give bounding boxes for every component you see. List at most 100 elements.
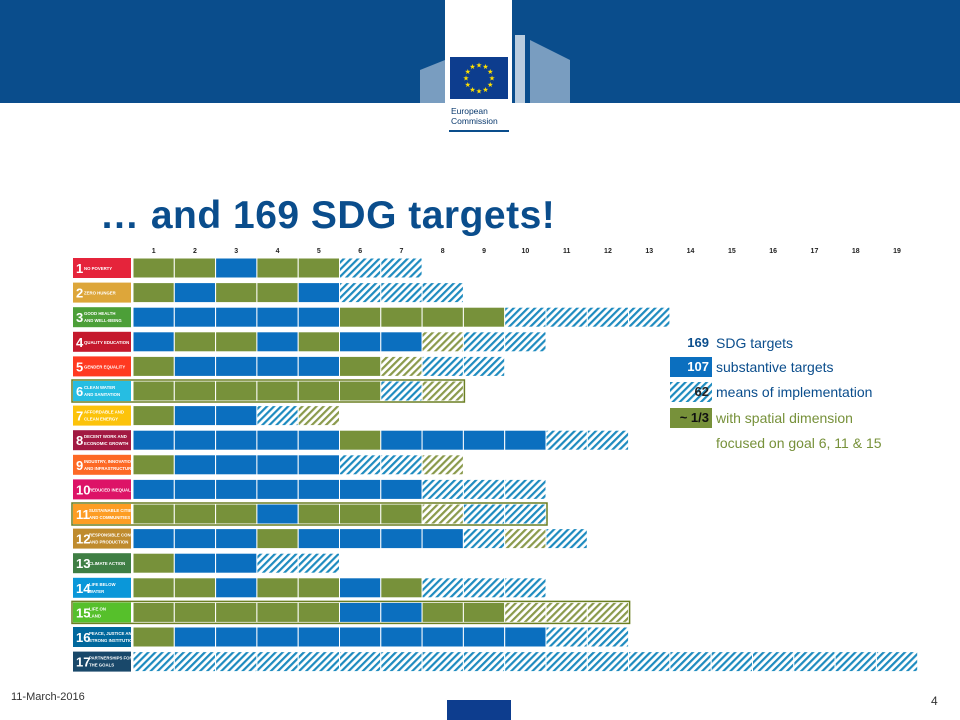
target-cell — [339, 355, 382, 377]
target-cell — [421, 331, 464, 353]
target-cell — [380, 380, 423, 402]
target-cell — [462, 626, 506, 648]
goal-row-4 — [132, 331, 547, 353]
target-cell — [173, 331, 217, 353]
goal-label: GENDER EQUALITY — [84, 364, 125, 369]
target-cell — [710, 651, 754, 673]
target-cell — [132, 601, 175, 623]
target-cell — [752, 651, 795, 673]
goal-icon-3: 3 GOOD HEALTH AND WELL-BEING — [73, 307, 131, 328]
target-cell — [173, 257, 217, 279]
star-icon: ★ — [469, 63, 475, 71]
target-cell — [339, 528, 382, 550]
goal-label: WATER — [89, 589, 105, 594]
target-cell — [504, 429, 547, 451]
target-cell — [256, 282, 299, 304]
target-cell — [215, 601, 258, 623]
goal-icon-6: 6 CLEAN WATER AND SANITATION — [73, 381, 131, 401]
target-cell — [380, 331, 423, 353]
target-cell — [173, 601, 217, 623]
target-cell — [297, 552, 341, 574]
target-cell — [215, 355, 258, 377]
target-cell — [297, 355, 341, 377]
target-cell — [504, 601, 547, 623]
goal-label: AFFORDABLE AND — [84, 410, 124, 415]
goal-label: STRONG INSTITUTIONS — [89, 638, 139, 643]
goal-number: 8 — [76, 433, 83, 448]
target-cell — [256, 306, 299, 328]
target-cell — [132, 454, 175, 476]
legend-substantive-text: substantive targets — [716, 359, 834, 375]
goal-number: 13 — [76, 556, 90, 571]
goal-row-6 — [132, 380, 464, 402]
column-number: 12 — [604, 248, 612, 255]
goal-icon-2: 2 ZERO HUNGER — [73, 282, 131, 303]
target-cell — [339, 577, 382, 599]
legend-total: 169 SDG targets — [670, 333, 950, 355]
page-title: … and 169 SDG targets! — [100, 194, 556, 237]
target-cell — [421, 601, 464, 623]
target-cell — [504, 577, 547, 599]
goal-label: AND COMMUNITIES — [89, 515, 130, 520]
target-cell — [173, 429, 217, 451]
target-cell — [256, 577, 299, 599]
target-cell — [793, 651, 836, 673]
target-cell — [297, 454, 341, 476]
column-number: 11 — [563, 248, 571, 255]
target-cell — [669, 651, 712, 673]
star-icon: ★ — [482, 63, 488, 71]
target-cell — [297, 601, 341, 623]
target-cell — [132, 257, 175, 279]
goal-row-11 — [132, 503, 547, 525]
target-cell — [256, 429, 299, 451]
target-cell — [339, 429, 382, 451]
column-number: 1 — [152, 248, 156, 255]
star-icon: ★ — [487, 81, 493, 89]
legend-focus-text: focused on goal 6, 11 & 15 — [716, 435, 882, 451]
goal-row-15 — [132, 601, 630, 623]
target-cell — [173, 651, 217, 673]
target-cell — [545, 429, 588, 451]
target-cell — [421, 577, 464, 599]
logo-text: European Commission — [451, 106, 498, 126]
goal-label: LAND — [89, 613, 101, 618]
goal-label: AND PRODUCTION — [89, 540, 128, 545]
star-icon: ★ — [476, 88, 482, 96]
goal-icon-11: 11 SUSTAINABLE CITIES AND COMMUNITIES — [73, 504, 134, 524]
target-cell — [215, 577, 258, 599]
goal-label: PEACE, JUSTICE AND — [89, 631, 135, 636]
legend-focus: focused on goal 6, 11 & 15 — [670, 433, 950, 455]
target-cell — [462, 503, 506, 525]
target-cell — [297, 405, 341, 427]
target-cell — [339, 503, 382, 525]
column-number: 19 — [893, 248, 901, 255]
target-cell — [132, 355, 175, 377]
target-cell — [173, 405, 217, 427]
goal-label: GOOD HEALTH — [84, 311, 115, 316]
target-cell — [132, 577, 175, 599]
target-cell — [256, 331, 299, 353]
target-cell — [215, 552, 258, 574]
target-cell — [380, 429, 423, 451]
target-cell — [421, 355, 464, 377]
eu-flag-icon: ★ ★ ★ ★ ★ ★ ★ ★ ★ ★ ★ ★ — [449, 56, 509, 100]
goal-label: AND WELL-BEING — [84, 318, 122, 323]
star-icon: ★ — [465, 81, 471, 89]
target-cell — [339, 282, 382, 304]
target-cell — [132, 331, 175, 353]
target-cell — [297, 429, 341, 451]
star-icon: ★ — [482, 86, 488, 94]
column-number: 9 — [482, 248, 486, 255]
column-number: 15 — [728, 248, 736, 255]
target-cell — [421, 478, 464, 500]
target-cell — [380, 651, 423, 673]
target-cell — [132, 306, 175, 328]
goal-icon-8: 8 DECENT WORK AND ECONOMIC GROWTH — [73, 430, 131, 451]
target-cell — [173, 282, 217, 304]
legend-total-text: SDG targets — [716, 335, 794, 351]
goal-row-3 — [132, 306, 671, 328]
target-cell — [504, 528, 547, 550]
target-cell — [421, 528, 464, 550]
